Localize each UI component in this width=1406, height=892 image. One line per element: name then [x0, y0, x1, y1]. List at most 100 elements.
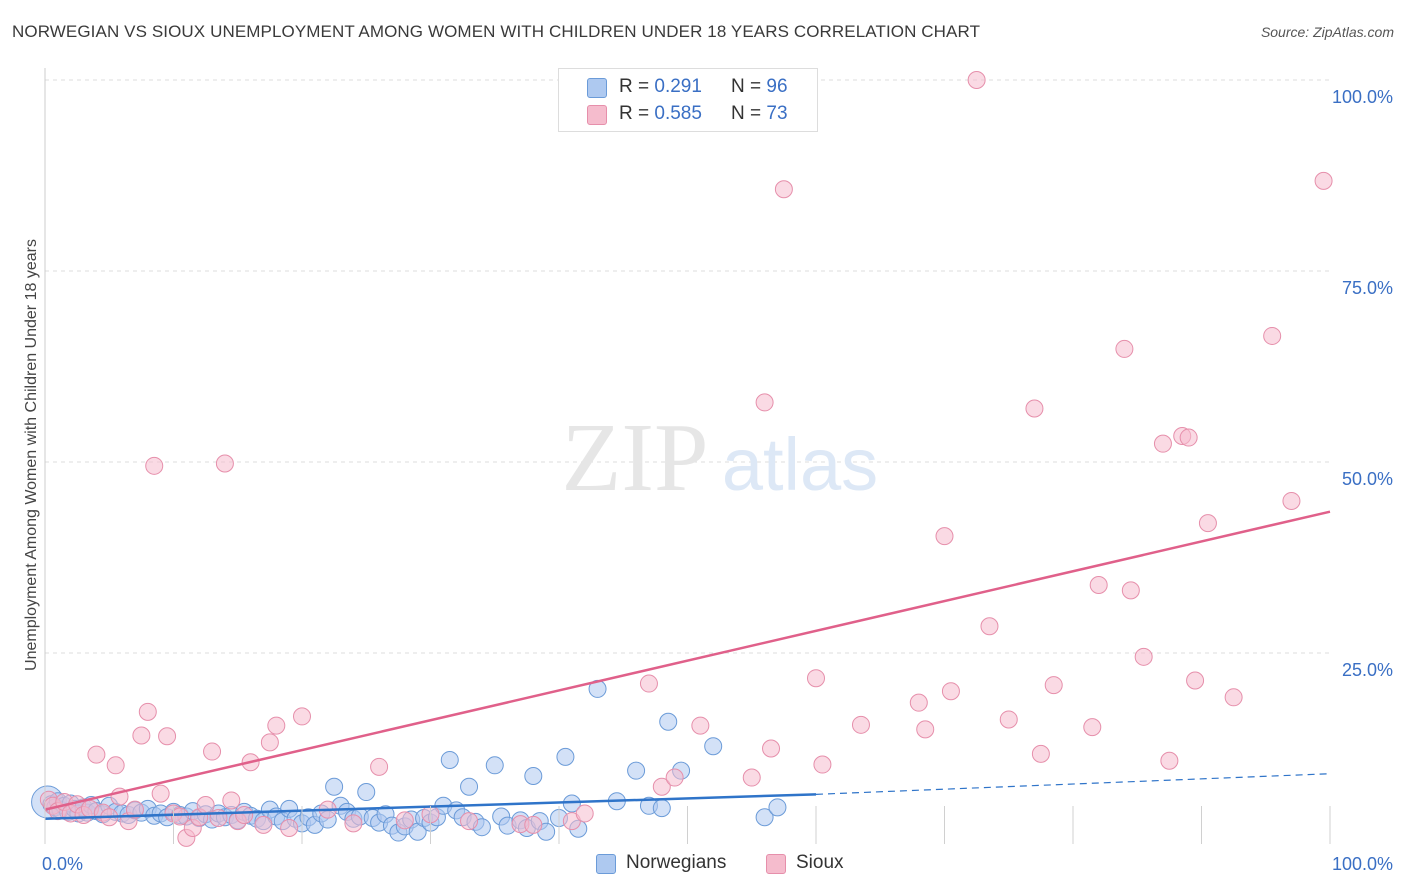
sioux-point: [235, 805, 254, 824]
sioux-point: [967, 71, 986, 89]
sioux-swatch: [766, 854, 786, 874]
sioux-point: [980, 617, 999, 636]
sioux-swatch: [587, 105, 607, 125]
sioux-point: [125, 800, 144, 819]
chart-title: NORWEGIAN VS SIOUX UNEMPLOYMENT AMONG WO…: [12, 22, 981, 41]
norwegians-point: [755, 808, 774, 827]
sioux-point: [1198, 514, 1217, 533]
norwegians-point: [440, 750, 459, 769]
points-layer: [31, 71, 1333, 847]
norwegians-trend-extension: [815, 773, 1331, 795]
legend-n-label: N =: [731, 103, 762, 124]
sioux-point: [807, 669, 825, 688]
sioux-point: [1282, 491, 1301, 510]
sioux-point: [1115, 339, 1134, 358]
legend-r-value: 0.291: [654, 76, 702, 97]
sioux-point: [941, 682, 960, 701]
sioux-point: [267, 716, 286, 735]
y-tick-label: 25.0%: [1342, 660, 1393, 680]
sioux-point: [1263, 326, 1282, 345]
sioux-point: [222, 791, 241, 810]
sioux-point: [460, 812, 479, 831]
sioux-point: [813, 755, 832, 774]
y-axis-label: Unemployment Among Women with Children U…: [23, 239, 40, 671]
sioux-trend-line: [44, 510, 1331, 811]
sioux-point: [742, 768, 761, 787]
sioux-point: [665, 768, 684, 787]
sioux-point: [1153, 434, 1172, 453]
sioux-point: [762, 739, 781, 758]
sioux-point: [916, 720, 935, 739]
sioux-point: [260, 733, 279, 752]
sioux-point: [1083, 718, 1102, 737]
sioux-point: [909, 693, 928, 712]
legend-r-value: 0.585: [654, 103, 702, 124]
sioux-point: [170, 807, 189, 826]
norwegians-point: [357, 783, 376, 802]
sioux-point: [1121, 581, 1140, 600]
sioux-point: [395, 811, 414, 830]
sioux-point: [575, 804, 594, 823]
sioux-point: [106, 756, 125, 775]
sioux-point: [138, 702, 157, 721]
x-tick-label: 100.0%: [1332, 854, 1393, 874]
sioux-point: [1224, 688, 1243, 707]
sioux-point: [774, 180, 793, 199]
norwegians-point: [556, 747, 575, 766]
sioux-point: [851, 715, 870, 734]
sioux-point: [1160, 751, 1179, 770]
norwegians-swatch: [596, 854, 616, 874]
x-tick-label: 0.0%: [42, 854, 83, 874]
norwegians-point: [524, 767, 543, 786]
sioux-point: [145, 456, 164, 475]
axis-layer: 25.0% 50.0% 75.0% 100.0% 0.0% 100.0%: [42, 68, 1393, 874]
legend-n-value: 73: [766, 103, 788, 124]
watermark-atlas: atlas: [722, 423, 878, 506]
sioux-point: [1089, 576, 1108, 595]
norwegians-point: [704, 737, 723, 756]
norwegians-point: [485, 756, 504, 775]
sioux-point: [1031, 744, 1050, 763]
norwegians-point: [652, 799, 671, 818]
sioux-point: [755, 393, 774, 412]
sioux-point: [999, 710, 1018, 729]
sioux-point: [293, 707, 311, 726]
sioux-point: [639, 674, 658, 693]
legend: R = 0.291 N = 96 R = 0.585 N = 73: [558, 68, 818, 132]
sioux-point: [1025, 399, 1044, 418]
sioux-point: [254, 815, 273, 834]
sioux-point: [196, 796, 215, 815]
sioux-point: [151, 784, 170, 803]
legend-n-label: N =: [731, 76, 762, 97]
legend-r-label: R =: [619, 76, 650, 97]
sioux-point: [652, 777, 671, 796]
watermark: ZIP atlas: [562, 404, 879, 512]
sioux-point: [215, 454, 234, 473]
sioux-point: [935, 527, 954, 546]
bottom-legend-label: Norwegians: [626, 852, 727, 873]
sioux-point: [1134, 647, 1153, 666]
sioux-point: [370, 757, 389, 776]
sioux-point: [344, 814, 363, 833]
norwegians-point: [460, 777, 479, 796]
sioux-point: [1044, 676, 1063, 695]
watermark-zip: ZIP: [562, 404, 709, 512]
sioux-point: [280, 818, 299, 837]
sioux-point: [1179, 428, 1198, 447]
sioux-point: [524, 815, 543, 834]
y-tick-label: 75.0%: [1342, 278, 1393, 298]
sioux-point: [691, 716, 710, 735]
sioux-point: [203, 742, 222, 761]
norwegians-point: [325, 777, 344, 796]
y-tick-label: 100.0%: [1332, 87, 1393, 107]
sioux-point: [132, 726, 151, 745]
y-tick-label: 50.0%: [1342, 469, 1393, 489]
norwegians-point: [627, 761, 646, 780]
norwegians-point: [659, 712, 678, 731]
sioux-point: [158, 727, 177, 746]
sioux-point: [1186, 671, 1205, 690]
norwegians-point: [768, 798, 787, 817]
sioux-point: [87, 745, 106, 764]
legend-n-value: 96: [766, 76, 788, 97]
